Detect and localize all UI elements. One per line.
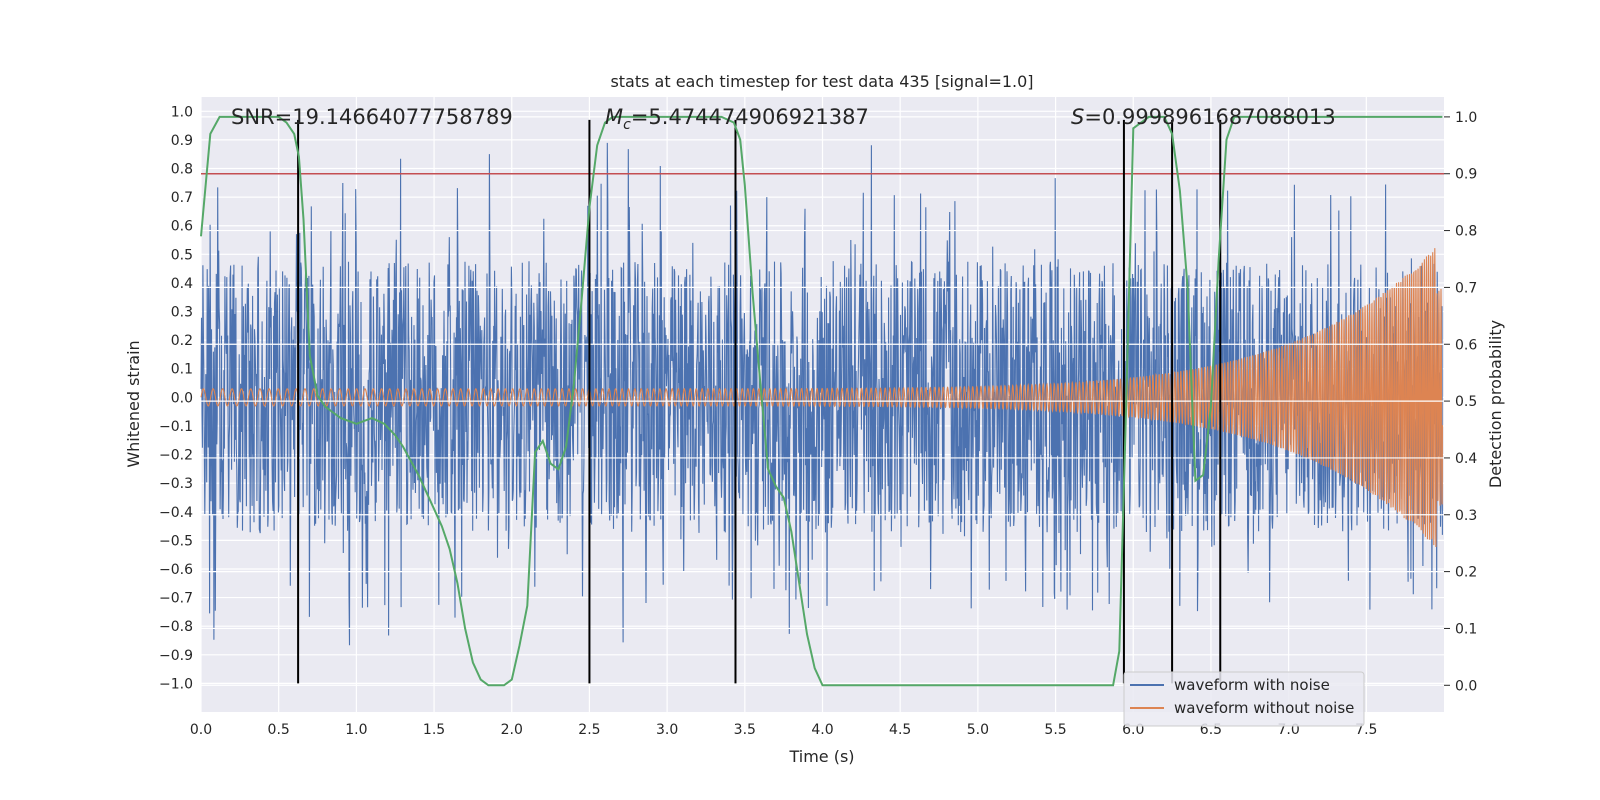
y2-tick-label: 0.4 [1455, 451, 1477, 467]
y2-tick-label: 0.7 [1455, 280, 1477, 296]
y-tick-label: 0.6 [171, 219, 193, 235]
y-tick-label: −0.3 [159, 476, 193, 492]
legend-box [1123, 671, 1365, 727]
x-tick-label: 0.5 [268, 722, 290, 738]
x-tick-label: 5.5 [1044, 722, 1066, 738]
y-tick-label: 0.4 [171, 276, 193, 292]
y2-tick-label: 0.0 [1455, 678, 1477, 694]
y-tick-label: 0.7 [171, 190, 193, 206]
y-tick-label: −0.9 [159, 648, 193, 664]
y-tick-label: 0.0 [171, 390, 193, 406]
y-tick-label: −0.7 [159, 591, 193, 607]
y2-tick-label: 0.8 [1455, 224, 1477, 240]
y2-tick-label: 0.9 [1455, 167, 1477, 183]
y-tick-label: 0.8 [171, 162, 193, 178]
x-tick-label: 3.5 [734, 722, 756, 738]
y2-tick-label: 0.6 [1455, 337, 1477, 353]
y2-axis-label: Detection probability [1486, 320, 1505, 488]
y-tick-label: −0.4 [159, 505, 193, 521]
x-tick-label: 5.0 [967, 722, 989, 738]
event-lines [297, 119, 1222, 684]
y-tick-label: 0.1 [171, 362, 193, 378]
clean-waveform-line [200, 248, 1443, 548]
s-statistic-annotation: S=0.9998961687088013 [1071, 105, 1336, 129]
y2-tick-label: 0.3 [1455, 508, 1477, 524]
y2-tick-label: 0.2 [1455, 565, 1477, 581]
y-axis-right: 1.0 0.9 0.8 0.7 0.6 0.5 0.4 0.3 0.2 0.1 0.0 [1444, 110, 1477, 694]
legend-label-clean: waveform without noise [1174, 699, 1354, 717]
right-grid [201, 116, 1444, 686]
y-tick-label: −0.6 [159, 562, 193, 578]
x-tick-label: 1.0 [345, 722, 367, 738]
y2-tick-label: 0.5 [1455, 394, 1477, 410]
y2-tick-label: 1.0 [1455, 110, 1477, 126]
y-tick-label: 0.2 [171, 333, 193, 349]
x-tick-label: 2.0 [501, 722, 523, 738]
y-tick-label: −0.1 [159, 419, 193, 435]
x-tick-label: 2.5 [578, 722, 600, 738]
y-tick-label: 0.9 [171, 133, 193, 149]
legend-label-noise: waveform with noise [1174, 676, 1330, 694]
x-tick-label: 3.0 [656, 722, 678, 738]
x-tick-label: 4.0 [811, 722, 833, 738]
snr-annotation: SNR=19.14664077758789 [231, 105, 513, 129]
x-tick-label: 0.0 [190, 722, 212, 738]
y-tick-label: −0.2 [159, 448, 193, 464]
y-tick-label: 0.3 [171, 305, 193, 321]
probability-line [200, 115, 1443, 687]
y-axis-label: Whitened strain [124, 340, 143, 467]
y-axis-left: 1.0 0.9 0.8 0.7 0.6 0.5 0.4 0.3 0.2 0.1 0.0 −0.1 −0.… [159, 104, 193, 692]
y-tick-label: −1.0 [159, 676, 193, 692]
chart-title: stats at each timestep for test data 435… [610, 72, 1033, 91]
waveform-without-noise-series [200, 248, 1443, 548]
y-tick-label: −0.8 [159, 619, 193, 635]
chirp-mass-annotation: Mc=5.474474906921387 [605, 105, 869, 133]
x-tick-label: 4.5 [889, 722, 911, 738]
x-axis-label: Time (s) [788, 747, 854, 766]
x-tick-label: 1.5 [423, 722, 445, 738]
y-tick-label: 0.5 [171, 247, 193, 263]
y-tick-label: 1.0 [171, 104, 193, 120]
legend: waveform with noise waveform without noi… [1123, 671, 1365, 727]
y-tick-label: −0.5 [159, 533, 193, 549]
y2-tick-label: 0.1 [1455, 621, 1477, 637]
detection-probability-series [200, 115, 1443, 687]
